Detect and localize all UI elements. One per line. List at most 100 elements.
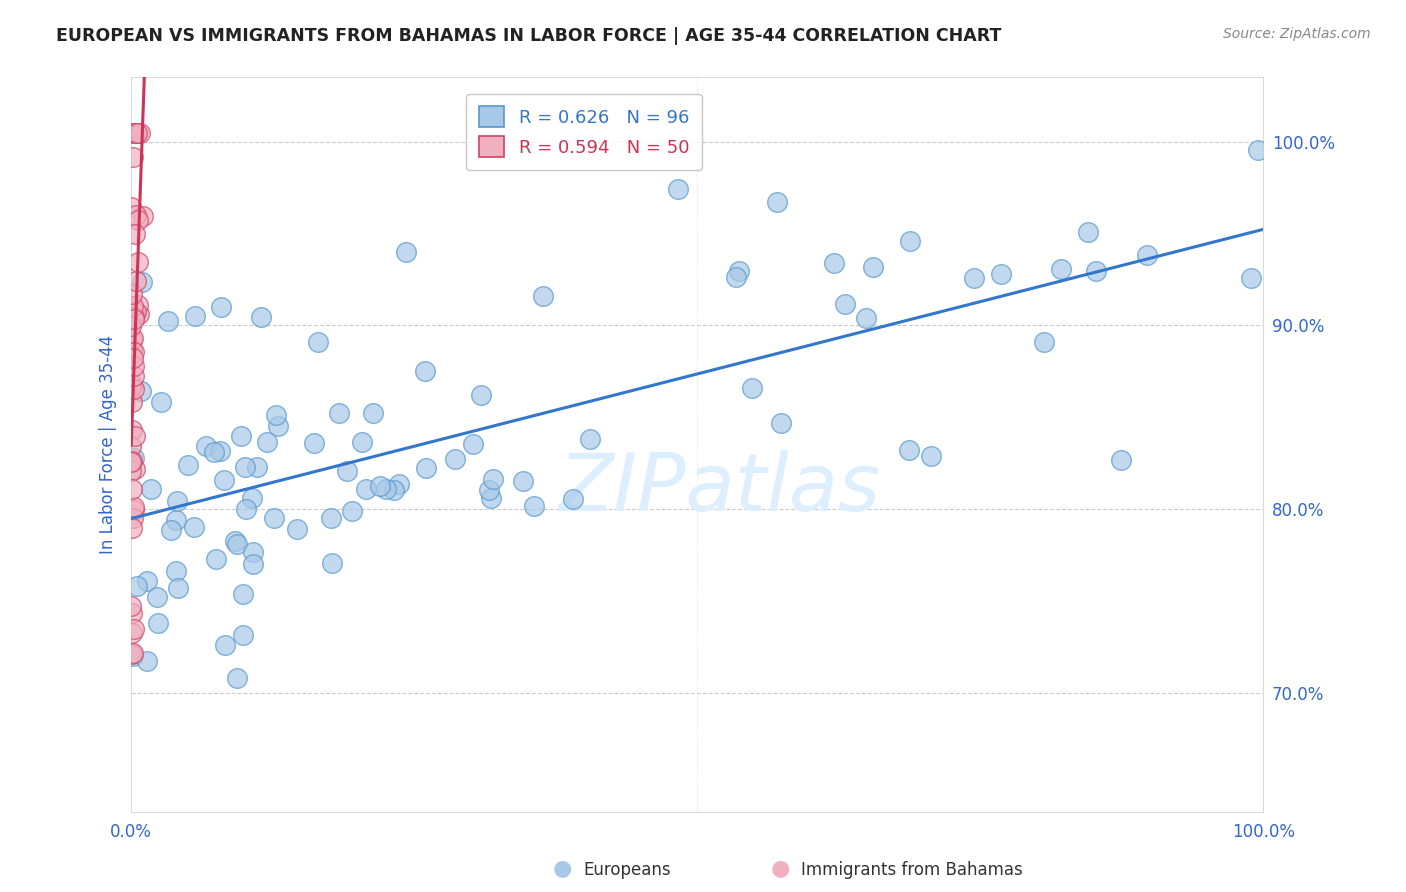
Point bbox=[263, 511, 285, 525]
Point bbox=[132, 209, 155, 223]
Point bbox=[121, 376, 143, 391]
Point bbox=[834, 297, 856, 311]
Point bbox=[242, 557, 264, 571]
Point bbox=[482, 471, 505, 485]
Point bbox=[121, 331, 143, 345]
Point bbox=[121, 646, 143, 660]
Point bbox=[124, 382, 146, 396]
Point bbox=[122, 310, 145, 324]
Point bbox=[167, 581, 190, 595]
Point bbox=[1136, 248, 1159, 262]
Point bbox=[124, 461, 146, 475]
Point bbox=[205, 552, 228, 566]
Point bbox=[121, 521, 143, 535]
Point bbox=[579, 432, 602, 446]
Point bbox=[165, 564, 187, 578]
Point bbox=[898, 443, 921, 458]
Point bbox=[512, 475, 534, 489]
Point bbox=[990, 267, 1012, 281]
Point bbox=[267, 419, 290, 434]
Point bbox=[214, 638, 236, 652]
Point bbox=[235, 502, 257, 516]
Point bbox=[920, 449, 942, 463]
Point bbox=[121, 343, 143, 357]
Point bbox=[184, 310, 207, 324]
Point bbox=[766, 195, 789, 210]
Point bbox=[307, 335, 329, 350]
Point bbox=[121, 607, 143, 621]
Point bbox=[166, 493, 188, 508]
Point bbox=[463, 437, 485, 451]
Text: Source: ZipAtlas.com: Source: ZipAtlas.com bbox=[1223, 27, 1371, 41]
Point bbox=[120, 455, 142, 469]
Point bbox=[121, 510, 143, 524]
Point bbox=[136, 654, 159, 668]
Point bbox=[131, 275, 153, 289]
Point bbox=[470, 388, 492, 402]
Point bbox=[208, 444, 231, 458]
Point bbox=[1247, 143, 1270, 157]
Point bbox=[328, 406, 350, 420]
Text: ●: ● bbox=[553, 859, 572, 879]
Point bbox=[125, 579, 148, 593]
Point bbox=[124, 227, 146, 242]
Point bbox=[121, 424, 143, 438]
Point bbox=[1032, 334, 1054, 349]
Point bbox=[120, 319, 142, 334]
Point bbox=[415, 461, 437, 475]
Point bbox=[256, 435, 278, 450]
Point bbox=[135, 574, 157, 589]
Point bbox=[125, 126, 148, 140]
Point bbox=[122, 623, 145, 637]
Point bbox=[202, 445, 225, 459]
Point bbox=[413, 364, 436, 378]
Point bbox=[209, 300, 232, 314]
Text: Immigrants from Bahamas: Immigrants from Bahamas bbox=[801, 861, 1024, 879]
Point bbox=[264, 409, 287, 423]
Point bbox=[149, 395, 172, 409]
Point bbox=[1240, 271, 1263, 285]
Point bbox=[232, 587, 254, 601]
Text: Europeans: Europeans bbox=[583, 861, 671, 879]
Point bbox=[728, 264, 751, 278]
Point bbox=[121, 333, 143, 347]
Point bbox=[122, 344, 145, 359]
Point bbox=[531, 289, 554, 303]
Point bbox=[125, 305, 148, 319]
Point bbox=[127, 212, 149, 227]
Point bbox=[156, 314, 179, 328]
Point bbox=[250, 310, 273, 325]
Point bbox=[225, 671, 247, 685]
Point bbox=[770, 417, 793, 431]
Point bbox=[898, 234, 921, 248]
Point bbox=[855, 311, 877, 326]
Point bbox=[233, 460, 256, 475]
Point bbox=[481, 491, 503, 505]
Point bbox=[361, 406, 384, 420]
Point bbox=[862, 260, 884, 274]
Point bbox=[319, 511, 342, 525]
Text: ZIPatlas: ZIPatlas bbox=[560, 450, 882, 528]
Y-axis label: In Labor Force | Age 35-44: In Labor Force | Age 35-44 bbox=[100, 335, 117, 555]
Point bbox=[229, 429, 252, 443]
Point bbox=[122, 503, 145, 517]
Point bbox=[121, 599, 143, 613]
Point bbox=[183, 520, 205, 534]
Point bbox=[146, 590, 169, 604]
Point bbox=[374, 482, 396, 496]
Point bbox=[127, 298, 149, 312]
Point bbox=[128, 126, 150, 140]
Point bbox=[124, 428, 146, 442]
Point bbox=[122, 500, 145, 514]
Point bbox=[122, 150, 145, 164]
Point bbox=[121, 126, 143, 140]
Point bbox=[127, 254, 149, 268]
Point bbox=[666, 181, 689, 195]
Point bbox=[356, 483, 378, 497]
Point bbox=[823, 256, 845, 270]
Point bbox=[125, 126, 148, 140]
Point bbox=[139, 482, 162, 496]
Point bbox=[1109, 453, 1132, 467]
Legend: R = 0.626   N = 96, R = 0.594   N = 50: R = 0.626 N = 96, R = 0.594 N = 50 bbox=[467, 94, 702, 169]
Point bbox=[245, 460, 267, 475]
